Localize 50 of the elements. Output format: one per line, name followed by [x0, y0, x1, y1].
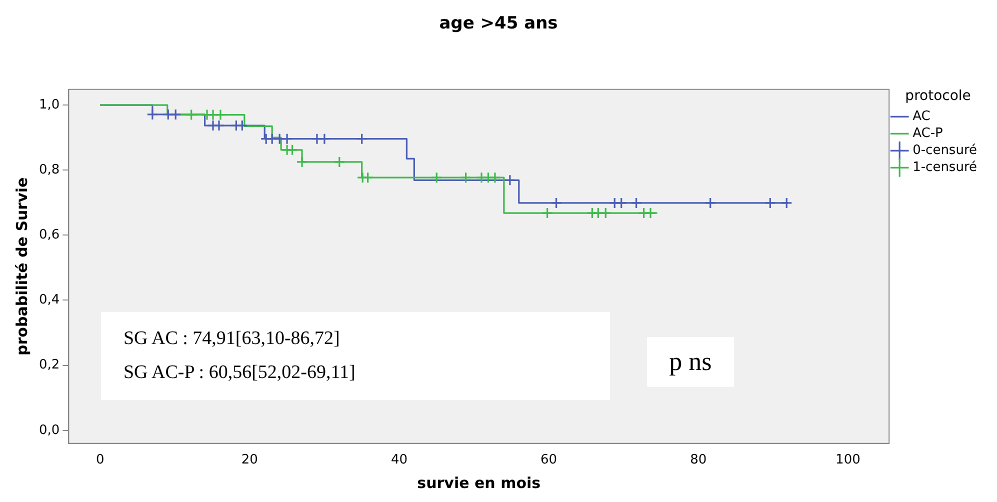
x-tick-label: 60	[540, 452, 558, 468]
text-box: SG AC : 74,91[63,10-86,72] SG AC-P : 60,56[52,02-69,11]	[101, 312, 610, 400]
point	[356, 133, 368, 145]
y-tick-label: 0,8	[38, 162, 60, 178]
point	[504, 174, 516, 186]
point	[318, 133, 330, 145]
point	[600, 207, 612, 219]
legend-label: 0-censuré	[912, 143, 978, 158]
x-tick-label: 20	[241, 452, 258, 468]
chart-title: age >45 ans	[439, 14, 558, 34]
point	[170, 108, 182, 120]
point	[460, 172, 472, 184]
point	[764, 197, 776, 209]
point	[296, 156, 308, 168]
point	[214, 108, 226, 121]
point	[542, 207, 554, 219]
y-tick-label: 0,4	[38, 292, 60, 308]
x-axis-title: survie en mois	[417, 474, 541, 492]
point	[146, 108, 158, 120]
point	[780, 197, 792, 209]
x-tick-label: 80	[690, 452, 707, 468]
y-axis-title: probabilité de Survie	[12, 177, 31, 356]
legend-label: AC	[912, 109, 930, 124]
point	[630, 197, 642, 209]
legend-title: protocole	[905, 88, 971, 104]
y-tick-label: 0,0	[38, 422, 60, 438]
text-box: p ns	[647, 337, 734, 388]
point	[430, 172, 442, 184]
point	[186, 108, 198, 121]
y-tick-label: 0,2	[38, 358, 60, 373]
y-tick-label: 0,6	[38, 228, 60, 243]
point	[334, 156, 346, 168]
point	[281, 133, 293, 145]
point	[362, 172, 374, 184]
point	[550, 197, 562, 209]
y-tick-label: 1,0	[38, 97, 60, 112]
legend-label: 1-censuré	[912, 160, 978, 176]
x-tick-label: 40	[390, 452, 408, 468]
legend-label: AC-P	[912, 126, 944, 142]
point	[489, 172, 501, 184]
annotation: SG AC : 74,91[63,10-86,72]	[123, 327, 341, 352]
point	[236, 120, 248, 132]
point	[704, 197, 716, 209]
point	[616, 197, 628, 209]
point	[644, 207, 656, 219]
x-tick-label: 100	[836, 452, 860, 468]
x-tick-label: 0	[96, 452, 104, 468]
point	[286, 144, 298, 156]
point	[213, 120, 225, 132]
annotation: SG AC-P : 60,56[52,02-69,11]	[123, 361, 356, 386]
